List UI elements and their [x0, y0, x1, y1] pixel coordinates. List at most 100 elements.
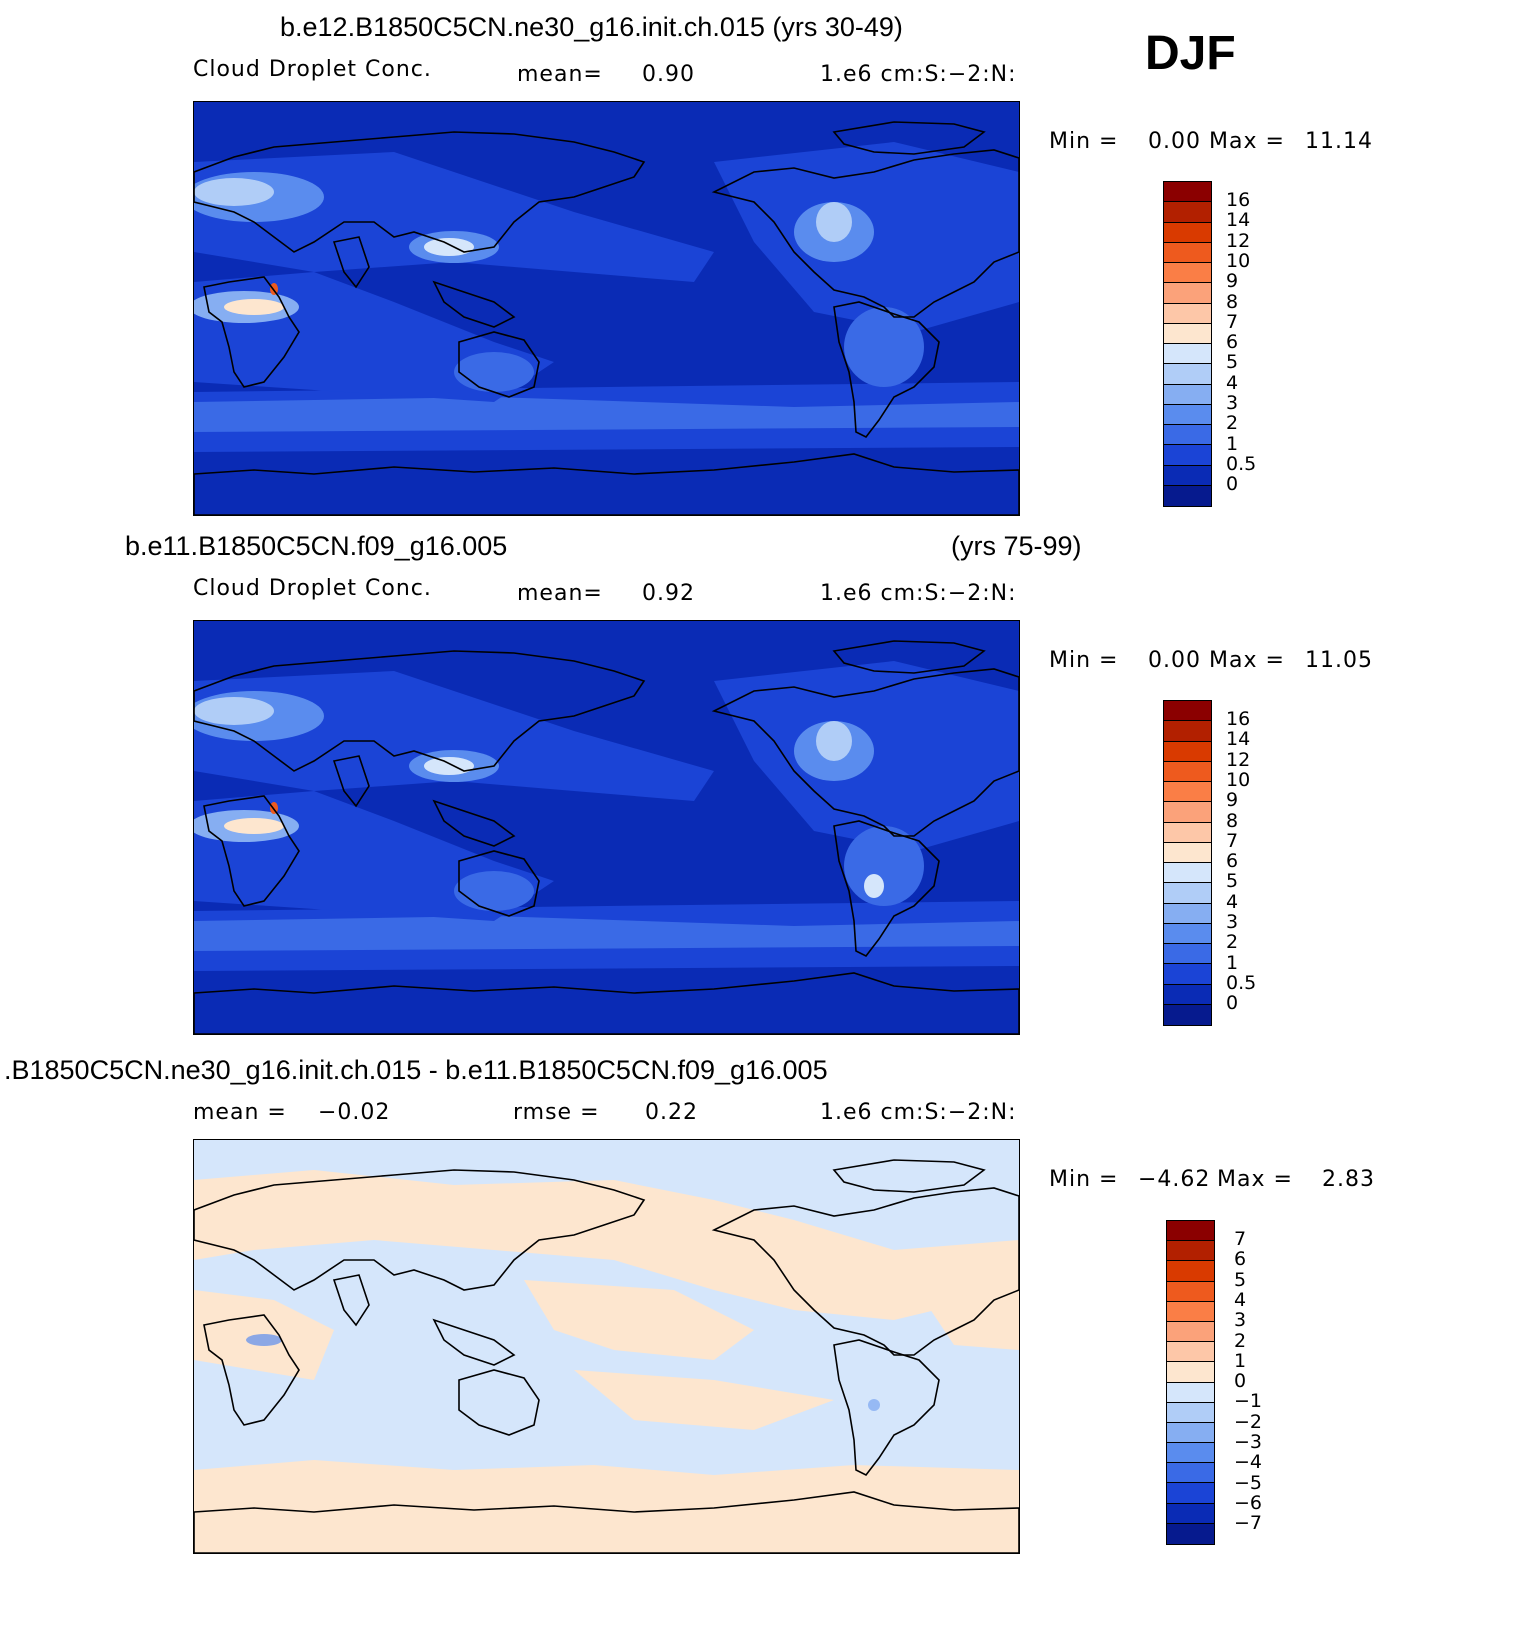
panel1-variable-label: Cloud Droplet Conc. [193, 57, 432, 82]
colorbar-segment [1164, 384, 1211, 405]
colorbar-segment [1164, 883, 1211, 904]
panel1-map [193, 101, 1020, 516]
colorbar-tick-label: 2 [1226, 931, 1239, 954]
colorbar-segment [1164, 404, 1211, 425]
colorbar-segment [1167, 1382, 1214, 1403]
panel2-map [193, 620, 1020, 1035]
panel3-max-label: Max = [1217, 1167, 1293, 1192]
season-label: DJF [1145, 27, 1236, 80]
colorbar-tick-label: 1 [1234, 1349, 1247, 1372]
colorbar-segment [1164, 842, 1211, 863]
colorbar-tick-label: 2 [1226, 412, 1239, 435]
colorbar-segment [1164, 782, 1211, 803]
colorbar-segment [1167, 1301, 1214, 1322]
colorbar-segment [1167, 1362, 1214, 1383]
colorbar-segment [1164, 303, 1211, 324]
panel2-title: b.e11.B1850C5CN.f09_g16.005 [125, 531, 508, 561]
colorbar-tick-label: 10 [1226, 768, 1251, 791]
panel3-rmse-value: 0.22 [645, 1100, 698, 1125]
panel1-max-label: Max = [1209, 129, 1285, 154]
colorbar-segment [1164, 903, 1211, 924]
colorbar-tick-label: 4 [1226, 371, 1239, 394]
colorbar-tick-label: 6 [1234, 1248, 1247, 1271]
colorbar-segment [1164, 202, 1211, 223]
panel1-title: b.e12.B1850C5CN.ne30_g16.init.ch.015 (yr… [280, 12, 903, 42]
colorbar-tick-label: 7 [1226, 310, 1239, 333]
panel3-max-value: 2.83 [1322, 1167, 1375, 1192]
colorbar-tick-label: 0 [1226, 992, 1239, 1015]
colorbar-tick-label: 7 [1234, 1228, 1247, 1250]
colorbar-tick-label: 0 [1226, 473, 1239, 496]
colorbar-segment [1167, 1443, 1214, 1464]
colorbar-segment [1167, 1483, 1214, 1504]
colorbar-tick-label: 8 [1226, 809, 1239, 832]
colorbar-tick-label: 4 [1226, 890, 1239, 913]
panel2-years: (yrs 75-99) [951, 531, 1082, 561]
colorbar-segment [1167, 1463, 1214, 1484]
panel1-mean-value: 0.90 [642, 62, 695, 87]
colorbar-segment [1164, 822, 1211, 843]
colorbar-segment [1164, 182, 1211, 203]
colorbar-segment [1167, 1221, 1214, 1242]
colorbar-tick-label: 9 [1226, 789, 1239, 812]
colorbar-segment [1164, 741, 1211, 762]
colorbar-tick-label: −7 [1234, 1512, 1263, 1535]
colorbar-segment [1164, 944, 1211, 965]
colorbar-tick-label: −5 [1234, 1471, 1263, 1494]
panel3-min-label: Min = [1049, 1167, 1119, 1192]
colorbar-tick-label: −6 [1234, 1491, 1263, 1514]
panel3-title: .B1850C5CN.ne30_g16.init.ch.015 - b.e11.… [4, 1055, 828, 1085]
colorbar-segment [1164, 283, 1211, 304]
colorbar-tick-label: 3 [1234, 1309, 1247, 1332]
colorbar-segment [1164, 721, 1211, 742]
colorbar-segment [1167, 1342, 1214, 1363]
colorbar-tick-label: 1 [1226, 432, 1239, 455]
colorbar-segment [1164, 465, 1211, 486]
colorbar-segment [1164, 984, 1211, 1005]
panel2-colorbar [1163, 700, 1212, 1026]
panel2-variable-label: Cloud Droplet Conc. [193, 576, 432, 601]
colorbar-segment [1164, 222, 1211, 243]
colorbar-tick-label: −1 [1234, 1390, 1263, 1413]
colorbar-tick-label: 10 [1226, 249, 1251, 272]
colorbar-segment [1164, 323, 1211, 344]
colorbar-segment [1167, 1503, 1214, 1524]
colorbar-segment [1164, 1004, 1211, 1025]
panel1-units: 1.e6 cm:S:−2:N: [820, 62, 1017, 87]
colorbar-tick-label: 14 [1226, 209, 1251, 232]
colorbar-segment [1164, 364, 1211, 385]
panel1-colorbar [1163, 181, 1212, 507]
colorbar-segment [1164, 242, 1211, 263]
colorbar-tick-label: 12 [1226, 748, 1251, 771]
colorbar-tick-label: 4 [1234, 1288, 1247, 1311]
panel3-colorbar [1166, 1220, 1215, 1545]
colorbar-tick-label: 0.5 [1226, 452, 1257, 475]
colorbar-tick-label: 5 [1226, 351, 1239, 374]
colorbar-segment [1164, 445, 1211, 466]
colorbar-tick-label: −2 [1234, 1410, 1263, 1433]
colorbar-tick-label: −4 [1234, 1451, 1263, 1474]
colorbar-tick-label: −3 [1234, 1431, 1263, 1453]
panel3-mean-value: −0.02 [318, 1100, 391, 1125]
panel1-max-value: 11.14 [1305, 129, 1373, 154]
panel3-min-value: −4.62 [1138, 1167, 1211, 1192]
colorbar-tick-label: 16 [1226, 708, 1251, 730]
panel2-min-label: Min = [1049, 648, 1119, 673]
colorbar-segment [1164, 344, 1211, 365]
colorbar-tick-label: 7 [1226, 829, 1239, 852]
panel2-mean-label: mean= [517, 581, 603, 606]
panel2-max-value: 11.05 [1305, 648, 1373, 673]
panel2-mean-value: 0.92 [642, 581, 695, 606]
panel2-max-label: Max = [1209, 648, 1285, 673]
panel1-mean-label: mean= [517, 62, 603, 87]
colorbar-tick-label: 1 [1226, 951, 1239, 974]
colorbar-segment [1164, 964, 1211, 985]
colorbar-segment [1164, 802, 1211, 823]
colorbar-segment [1164, 923, 1211, 944]
colorbar-tick-label: 14 [1226, 728, 1251, 751]
panel2-units: 1.e6 cm:S:−2:N: [820, 581, 1017, 606]
colorbar-segment [1164, 263, 1211, 284]
panel1-min-value: 0.00 [1148, 129, 1201, 154]
colorbar-segment [1167, 1523, 1214, 1544]
colorbar-segment [1164, 761, 1211, 782]
